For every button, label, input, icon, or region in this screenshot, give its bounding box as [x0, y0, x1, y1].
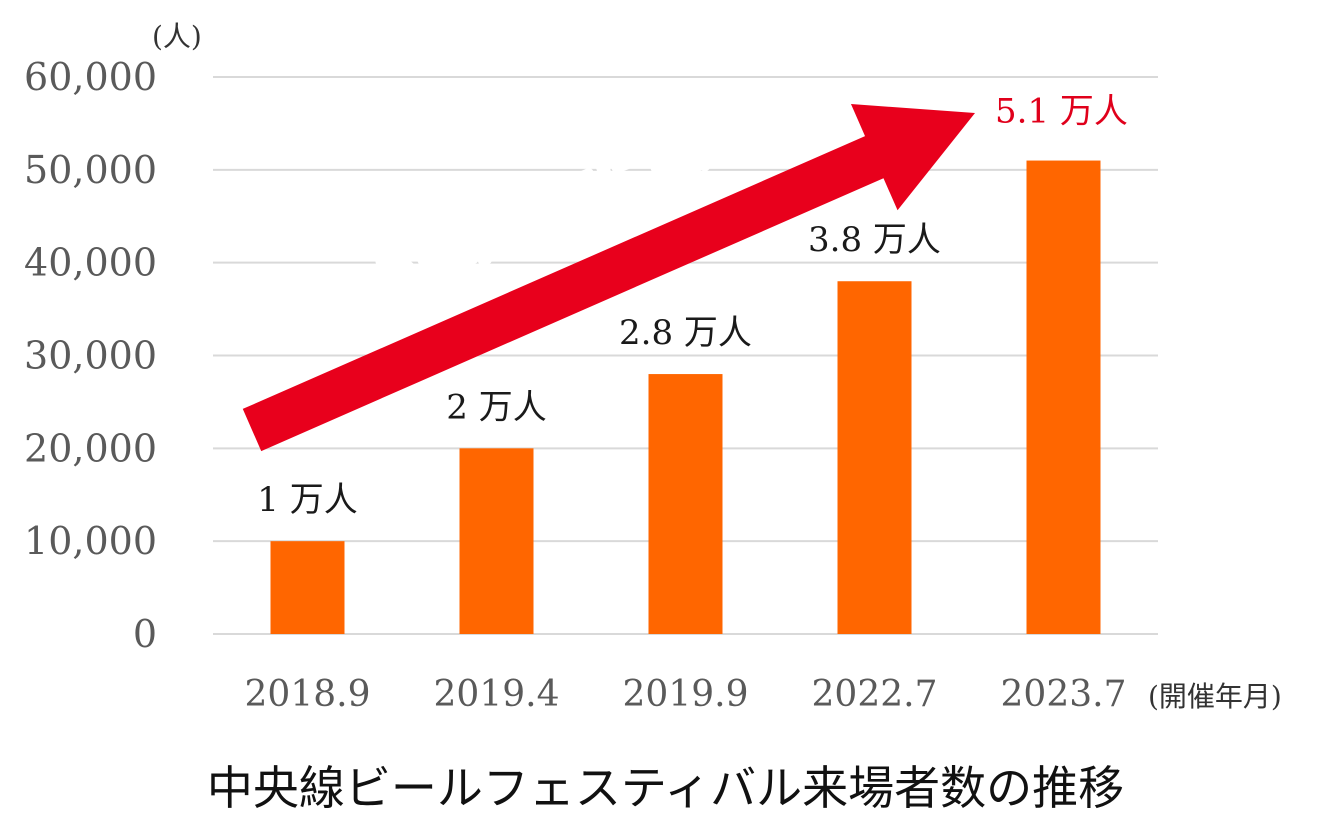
data-labels: 1 万人 2 万人 2.8 万人 3.8 万人 5.1 万人: [257, 92, 1128, 521]
bar: [270, 541, 345, 634]
y-tick-label: 30,000: [24, 334, 157, 378]
data-label: 5.1 万人: [995, 92, 1128, 132]
bar: [648, 374, 723, 634]
y-tick-label: 10,000: [24, 519, 157, 563]
y-tick-label: 40,000: [24, 241, 157, 285]
x-tick-label: 2022.7: [812, 674, 938, 715]
data-label: 1 万人: [257, 480, 357, 520]
data-label: 2.8 万人: [619, 313, 752, 353]
x-axis-ticks: 2018.9 2019.4 2019.9 2022.7 2023.7: [245, 674, 1127, 715]
x-tick-label: 2019.4: [434, 674, 560, 715]
bars: [270, 160, 1101, 635]
growth-arrow-icon: [242, 104, 976, 452]
y-tick-label: 20,000: [24, 426, 157, 470]
chart-title: 中央線ビールフェスティバル来場者数の推移: [206, 761, 1125, 815]
y-axis-unit: (人): [152, 20, 202, 53]
data-label: 3.8 万人: [808, 220, 941, 260]
x-tick-label: 2018.9: [245, 674, 371, 715]
y-tick-label: 50,000: [24, 148, 157, 192]
y-axis-ticks: 0 10,000 20,000 30,000 40,000 50,000 60,000: [24, 55, 157, 656]
data-label: 2 万人: [446, 387, 546, 427]
bar: [459, 448, 534, 634]
bar: [1026, 160, 1101, 635]
x-axis-unit: (開催年月): [1148, 680, 1282, 713]
y-tick-label: 60,000: [24, 55, 157, 99]
bar: [837, 281, 912, 634]
x-tick-label: 2023.7: [1001, 674, 1127, 715]
x-tick-label: 2019.9: [623, 674, 749, 715]
y-tick-label: 0: [133, 612, 157, 656]
